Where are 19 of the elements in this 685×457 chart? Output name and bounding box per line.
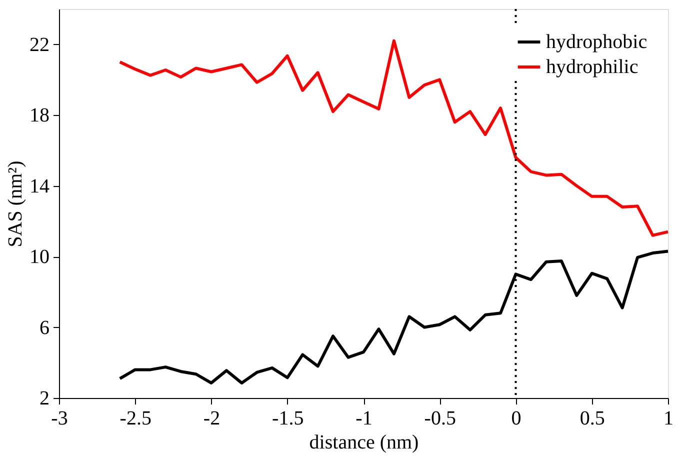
x-tick-label: 0.5: [580, 408, 605, 430]
x-tick-label: -2: [203, 408, 220, 430]
x-axis-title: distance (nm): [309, 432, 419, 454]
x-tick-label: -1.5: [272, 408, 304, 430]
x-tick-label: -0.5: [424, 408, 456, 430]
y-tick-label: 18: [30, 104, 50, 127]
legend-label: hydrophilic: [546, 56, 638, 78]
x-tick-label: 1: [664, 408, 674, 430]
y-axis-title: SAS (nm²): [4, 160, 26, 248]
x-tick-label: -1: [356, 408, 372, 430]
y-tick-label: 10: [30, 246, 50, 268]
y-tick-label: 22: [30, 34, 50, 56]
y-tick-label: 6: [40, 316, 50, 339]
legend-label: hydrophobic: [546, 31, 648, 53]
x-tick-label: -3: [51, 408, 68, 430]
y-tick-label: 14: [30, 175, 50, 198]
y-tick-label: 2: [40, 388, 50, 410]
x-tick-label: 0: [511, 408, 522, 430]
x-tick-label: -2.5: [120, 408, 152, 430]
